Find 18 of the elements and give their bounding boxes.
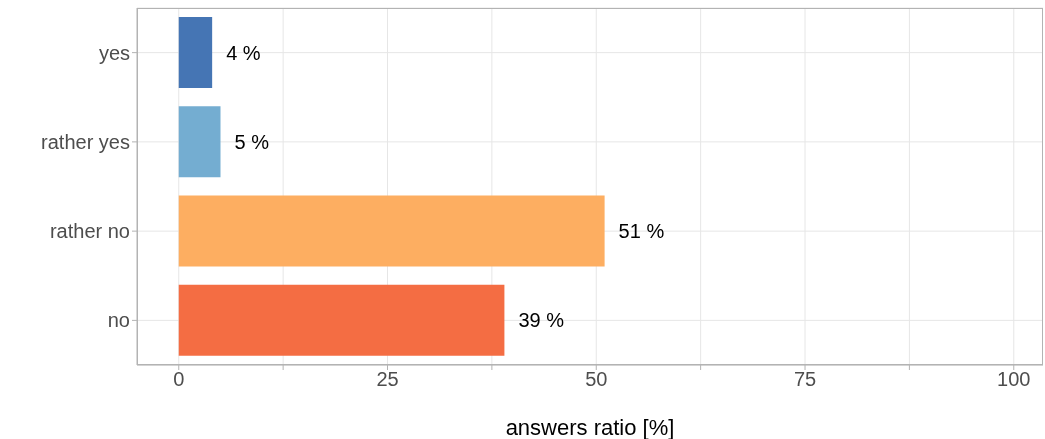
x-tick-label: 0	[173, 368, 185, 391]
bar	[178, 106, 221, 178]
y-tick-label: no	[107, 309, 130, 332]
y-tick-label: yes	[98, 41, 130, 64]
x-tick-label: 75	[793, 368, 817, 391]
bar	[178, 284, 505, 356]
x-tick-label: 100	[997, 368, 1031, 391]
data-label: 5 %	[234, 130, 270, 153]
y-tick-label: rather yes	[41, 130, 130, 153]
x-tick-label: 50	[585, 368, 608, 391]
data-label: 39 %	[518, 309, 565, 332]
data-label: 51 %	[618, 220, 665, 243]
bar	[178, 195, 605, 267]
bar	[178, 16, 213, 88]
data-label: 4 %	[226, 41, 261, 64]
x-axis-title: answers ratio [%]	[505, 415, 675, 439]
x-tick-label: 25	[376, 368, 399, 391]
y-tick-label: rather no	[49, 220, 130, 243]
